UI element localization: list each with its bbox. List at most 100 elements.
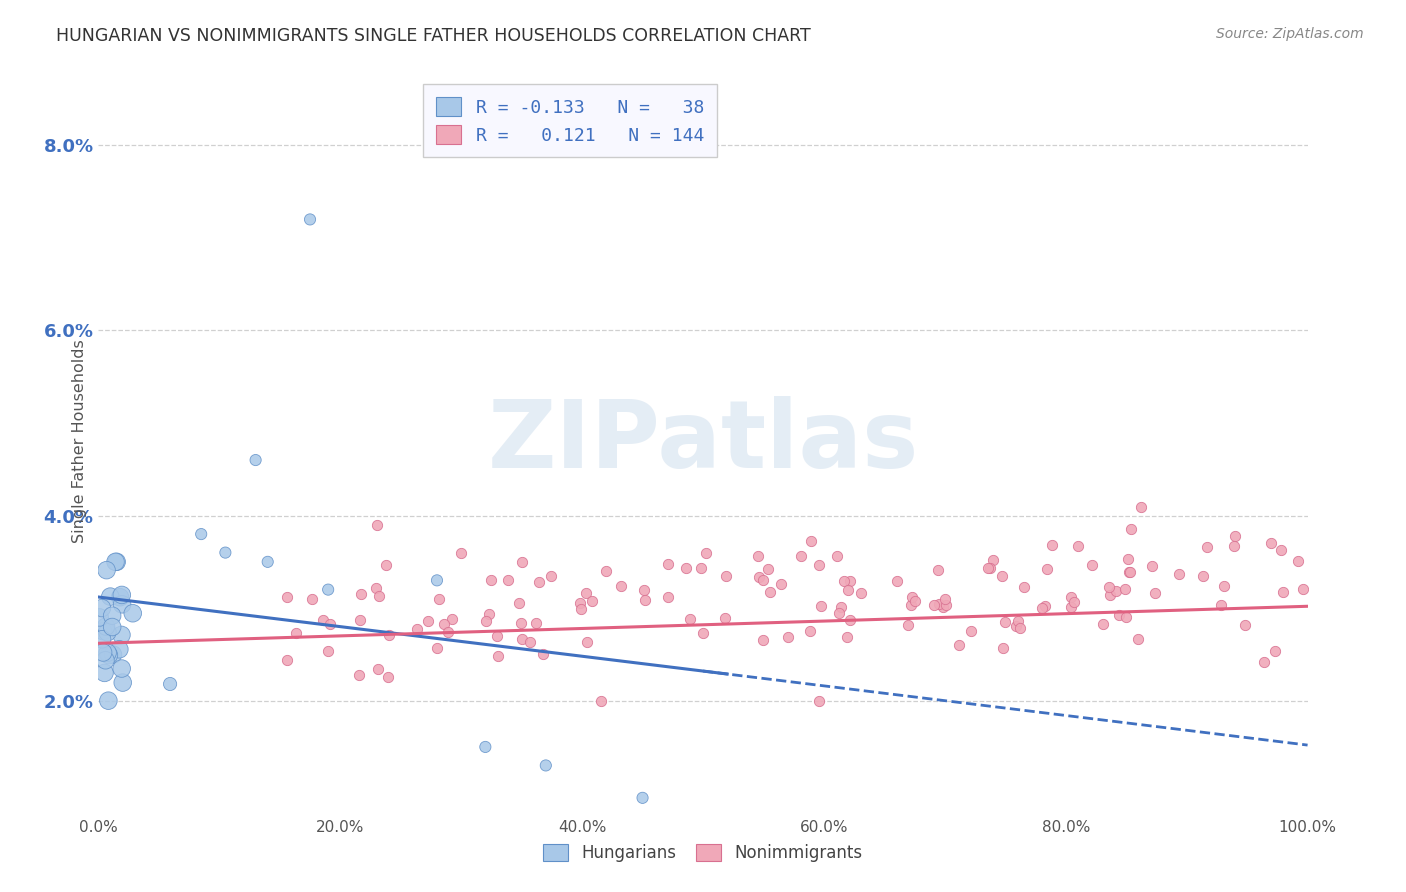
Point	[927, 563, 949, 577]
Point	[1223, 540, 1246, 554]
Point	[748, 570, 770, 584]
Point	[214, 545, 236, 560]
Point	[93, 665, 115, 680]
Point	[991, 641, 1014, 656]
Point	[657, 591, 679, 605]
Point	[534, 758, 557, 772]
Point	[713, 611, 735, 625]
Point	[1067, 539, 1090, 553]
Point	[896, 618, 918, 632]
Point	[1253, 655, 1275, 669]
Point	[834, 574, 856, 589]
Point	[349, 613, 371, 627]
Point	[1114, 582, 1136, 596]
Point	[569, 602, 592, 616]
Point	[1099, 588, 1122, 602]
Point	[904, 594, 927, 608]
Point	[111, 661, 134, 675]
Point	[1098, 580, 1121, 594]
Point	[496, 573, 519, 587]
Point	[1105, 583, 1128, 598]
Point	[364, 582, 387, 596]
Point	[108, 591, 131, 605]
Point	[752, 574, 775, 588]
Point	[1115, 610, 1137, 624]
Point	[581, 594, 603, 608]
Point	[1091, 616, 1114, 631]
Point	[977, 561, 1000, 575]
Point	[1060, 590, 1083, 604]
Point	[190, 527, 212, 541]
Point	[529, 575, 551, 590]
Point	[1129, 500, 1152, 514]
Point	[1118, 566, 1140, 580]
Point	[1286, 554, 1309, 568]
Point	[1118, 565, 1140, 579]
Point	[839, 613, 862, 627]
Point	[830, 599, 852, 614]
Point	[104, 555, 127, 569]
Point	[714, 569, 737, 583]
Point	[111, 598, 134, 612]
Point	[486, 649, 509, 664]
Point	[1195, 540, 1218, 554]
Point	[959, 624, 981, 639]
Point	[256, 555, 278, 569]
Point	[367, 662, 389, 676]
Point	[1272, 585, 1295, 599]
Point	[105, 555, 128, 569]
Point	[1264, 644, 1286, 658]
Point	[631, 790, 654, 805]
Point	[479, 573, 502, 587]
Point	[312, 613, 335, 627]
Point	[159, 677, 181, 691]
Point	[91, 632, 114, 647]
Point	[378, 627, 401, 641]
Point	[89, 610, 111, 624]
Point	[1234, 618, 1257, 632]
Point	[474, 739, 496, 754]
Point	[510, 616, 533, 631]
Point	[1223, 528, 1246, 542]
Point	[828, 606, 851, 620]
Point	[101, 648, 124, 662]
Point	[440, 612, 463, 626]
Point	[1212, 579, 1234, 593]
Point	[101, 620, 124, 634]
Point	[575, 586, 598, 600]
Point	[591, 694, 613, 708]
Point	[368, 589, 391, 603]
Point	[1033, 599, 1056, 614]
Point	[886, 574, 908, 588]
Point	[1031, 601, 1053, 615]
Point	[375, 558, 398, 573]
Point	[426, 640, 449, 655]
Point	[1192, 569, 1215, 583]
Point	[98, 590, 121, 604]
Point	[276, 590, 298, 604]
Point	[991, 569, 1014, 583]
Point	[366, 517, 388, 532]
Point	[790, 549, 813, 563]
Point	[475, 614, 498, 628]
Point	[111, 675, 134, 690]
Point	[770, 576, 793, 591]
Point	[901, 590, 924, 604]
Point	[810, 599, 832, 614]
Point	[299, 212, 322, 227]
Point	[838, 574, 860, 588]
Point	[316, 644, 339, 658]
Point	[97, 694, 120, 708]
Point	[1209, 598, 1232, 612]
Point	[531, 648, 554, 662]
Point	[1063, 595, 1085, 609]
Point	[1036, 562, 1059, 576]
Point	[575, 634, 598, 648]
Point	[121, 607, 143, 621]
Point	[994, 615, 1017, 630]
Point	[1040, 538, 1063, 552]
Point	[849, 586, 872, 600]
Point	[110, 628, 132, 642]
Point	[948, 638, 970, 652]
Point	[935, 599, 957, 613]
